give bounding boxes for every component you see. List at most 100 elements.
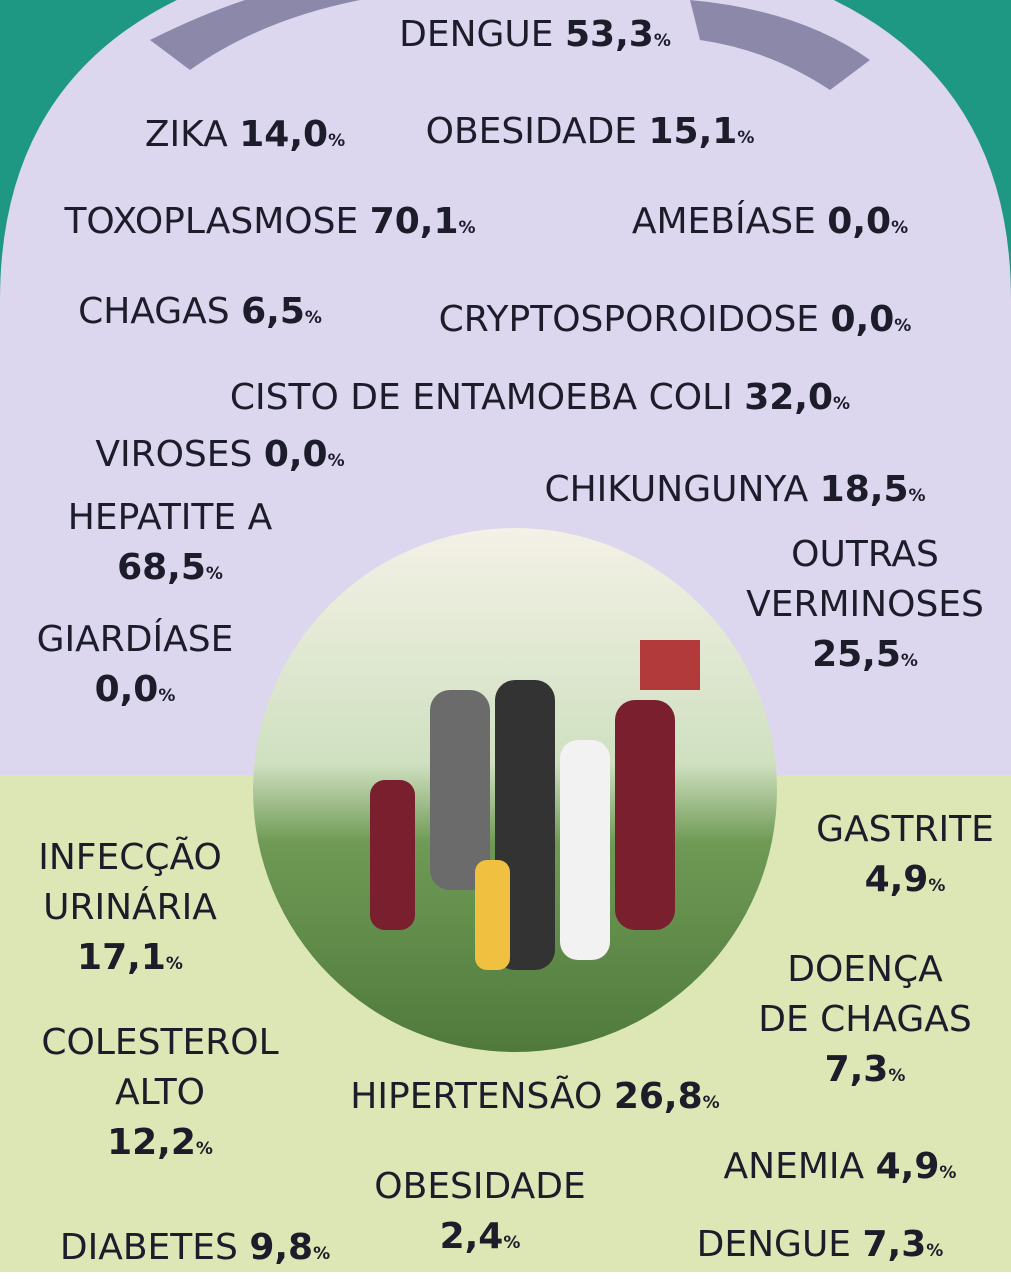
line: TOXOPLASMOSE 70,1%	[64, 197, 475, 253]
line: ANEMIA 4,9%	[724, 1142, 957, 1198]
disease-name: OBESIDADE	[374, 1166, 586, 1207]
percentage: 68,5	[117, 547, 206, 588]
line: CHIKUNGUNYA 18,5%	[544, 465, 925, 521]
percentage: 9,8	[249, 1227, 314, 1268]
percent-sign: %	[702, 1093, 720, 1113]
disease-name: DENGUE	[696, 1224, 852, 1265]
line: INFECÇÃO	[38, 833, 222, 883]
disease-item: CISTO DE ENTAMOEBA COLI 32,0%	[230, 373, 850, 429]
line: 68,5%	[68, 543, 272, 599]
percentage: 0,0	[830, 299, 895, 340]
line: ZIKA 14,0%	[145, 110, 345, 166]
line: DENGUE 7,3%	[697, 1220, 944, 1276]
line: COLESTEROL	[41, 1018, 278, 1068]
disease-name: ALTO	[114, 1072, 206, 1113]
disease-name: GASTRITE	[816, 809, 994, 850]
disease-name: AMEBÍASE	[631, 201, 816, 242]
percentage: 32,0	[744, 377, 834, 418]
percent-sign: %	[894, 316, 912, 336]
percent-sign: %	[165, 954, 183, 974]
percentage: 14,0	[239, 114, 329, 155]
line: OBESIDADE	[374, 1162, 585, 1212]
percent-sign: %	[926, 1241, 944, 1261]
disease-name: CRYPTOSPOROIDOSE	[438, 299, 820, 340]
percent-sign: %	[205, 564, 223, 584]
disease-name: GIARDÍASE	[36, 619, 234, 660]
line: CRYPTOSPOROIDOSE 0,0%	[439, 295, 912, 351]
disease-item: GIARDÍASE 0,0%	[37, 615, 234, 721]
banner-right	[690, 0, 870, 90]
line: VERMINOSES	[746, 580, 984, 630]
disease-item: HIPERTENSÃO 26,8%	[350, 1072, 719, 1128]
percentage: 70,1	[369, 201, 459, 242]
disease-name: HEPATITE A	[67, 497, 273, 538]
percent-sign: %	[503, 1233, 521, 1253]
disease-item: TOXOPLASMOSE 70,1%	[64, 197, 475, 253]
disease-name: CHAGAS	[78, 291, 230, 332]
disease-item: ANEMIA 4,9%	[724, 1142, 957, 1198]
banner-left	[150, 0, 360, 70]
line: DOENÇA	[758, 945, 972, 995]
disease-item: INFECÇÃO URINÁRIA 17,1%	[38, 833, 222, 989]
percentage: 0,0	[263, 434, 328, 475]
percentage: 17,1	[77, 937, 166, 978]
line: AMEBÍASE 0,0%	[632, 197, 908, 253]
percent-sign: %	[328, 131, 346, 151]
line: 7,3%	[758, 1045, 972, 1101]
disease-item: OBESIDADE 2,4%	[374, 1162, 585, 1268]
percent-sign: %	[928, 876, 946, 896]
percent-sign: %	[313, 1244, 331, 1264]
disease-name: COLESTEROL	[41, 1022, 279, 1063]
percent-sign: %	[653, 31, 671, 51]
disease-name: HIPERTENSÃO	[350, 1076, 603, 1117]
disease-name: ANEMIA	[723, 1146, 865, 1187]
disease-name: CISTO DE ENTAMOEBA COLI	[229, 377, 733, 418]
disease-item: CHIKUNGUNYA 18,5%	[544, 465, 925, 521]
disease-name: CHIKUNGUNYA	[544, 469, 809, 510]
disease-item: HEPATITE A 68,5%	[68, 493, 272, 599]
line: DE CHAGAS	[758, 995, 972, 1045]
disease-name: URINÁRIA	[43, 887, 217, 928]
percentage: 2,4	[439, 1216, 504, 1257]
percent-sign: %	[900, 651, 918, 671]
disease-item: DOENÇA DE CHAGAS 7,3%	[758, 945, 972, 1101]
line: DIABETES 9,8%	[60, 1223, 330, 1279]
disease-name: DENGUE	[399, 14, 554, 55]
disease-item: AMEBÍASE 0,0%	[632, 197, 908, 253]
percentage: 4,9	[875, 1146, 940, 1187]
disease-name: DE CHAGAS	[758, 999, 972, 1040]
percent-sign: %	[737, 128, 755, 148]
disease-name: TOXOPLASMOSE	[64, 201, 359, 242]
percent-sign: %	[304, 308, 322, 328]
percentage: 4,9	[864, 859, 929, 900]
percentage: 18,5	[819, 469, 909, 510]
line: 0,0%	[37, 665, 234, 721]
disease-item: GASTRITE 4,9%	[816, 805, 994, 911]
line: URINÁRIA	[38, 883, 222, 933]
line: 4,9%	[816, 855, 994, 911]
percent-sign: %	[939, 1163, 957, 1183]
disease-name: VERMINOSES	[746, 584, 984, 625]
disease-name: OUTRAS	[791, 534, 939, 575]
line: ALTO	[41, 1068, 278, 1118]
line: 12,2%	[41, 1118, 278, 1174]
disease-item: DENGUE 53,3%	[399, 10, 671, 66]
disease-name: VIROSES	[95, 434, 253, 475]
line: HIPERTENSÃO 26,8%	[350, 1072, 719, 1128]
disease-item: DENGUE 7,3%	[697, 1220, 944, 1276]
percent-sign: %	[327, 451, 345, 471]
line: OUTRAS	[746, 530, 984, 580]
barn	[640, 640, 700, 690]
disease-item: CHAGAS 6,5%	[78, 287, 322, 343]
line: OBESIDADE 15,1%	[426, 107, 755, 163]
percentage: 7,3	[862, 1224, 927, 1265]
percentage: 25,5	[812, 634, 901, 675]
line: CHAGAS 6,5%	[78, 287, 322, 343]
line: VIROSES 0,0%	[95, 430, 344, 486]
disease-name: OBESIDADE	[425, 111, 638, 152]
disease-item: OUTRAS VERMINOSES 25,5%	[746, 530, 984, 686]
disease-item: VIROSES 0,0%	[95, 430, 344, 486]
disease-item: CRYPTOSPOROIDOSE 0,0%	[439, 295, 912, 351]
disease-name: INFECÇÃO	[38, 837, 222, 878]
disease-item: OBESIDADE 15,1%	[426, 107, 755, 163]
